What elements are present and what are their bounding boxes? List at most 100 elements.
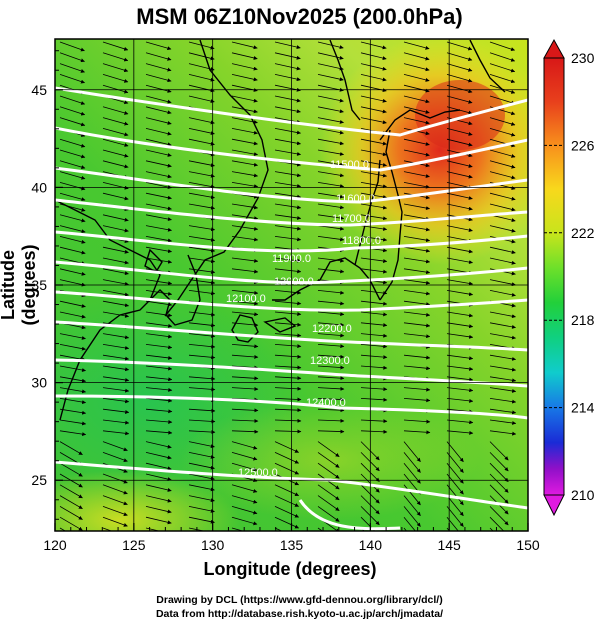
wind-arrow <box>274 203 302 210</box>
y-axis-label: Latitude (degrees) <box>0 244 39 326</box>
wind-arrow <box>360 300 388 306</box>
coast-sakhalin <box>329 39 361 121</box>
wind-arrow <box>145 52 172 61</box>
wind-arrow <box>102 279 129 286</box>
wind-arrow <box>231 495 258 504</box>
wind-arrow <box>317 322 345 327</box>
wind-arrow <box>360 74 387 82</box>
wind-arrow <box>59 430 87 437</box>
wind-arrow <box>59 419 87 426</box>
wind-arrow <box>59 344 86 351</box>
grid-lines <box>55 39 528 531</box>
wind-arrow <box>360 41 387 50</box>
colorbar-tick-label: 222 <box>571 225 595 241</box>
coast-kyushu <box>231 314 259 343</box>
wind-arrow <box>317 138 344 146</box>
wind-arrow <box>188 171 215 178</box>
wind-arrow <box>145 41 172 51</box>
wind-arrow <box>145 214 172 222</box>
colorbar-tick-label: 210 <box>571 487 595 503</box>
wind-arrow <box>360 214 388 221</box>
x-tick-label: 125 <box>122 537 146 553</box>
wind-arrow <box>145 95 172 104</box>
wind-arrow <box>403 365 431 371</box>
wind-arrow <box>231 365 259 370</box>
wind-arrow <box>102 473 128 484</box>
wind-arrow <box>489 322 516 329</box>
wind-arrow <box>403 225 431 232</box>
contour-label: 12000.0 <box>274 276 314 288</box>
colorbar-tick-label: 214 <box>571 400 595 416</box>
wind-arrow <box>188 182 215 189</box>
wind-arrow <box>446 484 464 506</box>
wind-arrow <box>188 279 216 285</box>
wind-arrow <box>102 365 130 372</box>
wind-arrow <box>317 354 345 359</box>
wind-arrow <box>145 246 172 254</box>
coast-korea <box>149 254 201 326</box>
wind-arrow <box>446 473 464 495</box>
wind-arrow <box>274 408 302 413</box>
wind-arrow <box>231 527 245 531</box>
wind-arrow <box>59 441 83 456</box>
wind-arrow <box>102 311 130 318</box>
wind-arrow <box>446 41 473 51</box>
wind-arrow <box>188 322 216 328</box>
wind-arrow <box>317 441 340 457</box>
wind-arrow <box>317 506 340 522</box>
wind-arrow <box>403 41 430 50</box>
wind-arrow <box>145 398 173 403</box>
wind-arrow <box>360 268 388 274</box>
wind-arrow <box>188 452 215 459</box>
wind-arrow <box>403 117 430 125</box>
wind-arrow <box>59 149 86 159</box>
wind-arrow <box>59 516 83 531</box>
wind-arrow <box>274 225 302 231</box>
colorbar-bottom-arrow <box>543 494 565 517</box>
wind-arrow <box>489 128 516 137</box>
wind-arrow <box>59 484 83 499</box>
wind-arrow <box>489 74 516 84</box>
wind-arrow <box>188 225 216 232</box>
wind-arrow <box>102 484 128 495</box>
colorbar-top-arrow <box>543 38 565 59</box>
wind-arrow <box>489 257 516 265</box>
wind-arrow <box>403 246 431 253</box>
wind-arrow <box>145 171 172 179</box>
wind-arrow <box>102 344 130 350</box>
y-tick-label: 30 <box>31 375 47 391</box>
wind-arrow <box>59 95 86 105</box>
wind-arrow <box>317 171 345 178</box>
wind-arrow <box>102 117 129 126</box>
wind-arrow <box>274 452 300 464</box>
wind-arrow <box>102 84 129 94</box>
wind-arrow <box>446 52 473 62</box>
wind-arrow <box>317 52 344 60</box>
wind-arrow <box>231 236 259 242</box>
wind-arrow <box>317 452 340 468</box>
y-tick-label: 45 <box>31 82 47 98</box>
wind-arrow <box>446 398 474 403</box>
wind-arrow <box>360 236 388 242</box>
wind-arrow <box>317 462 340 479</box>
wind-arrow <box>403 430 431 435</box>
wind-arrow <box>231 268 259 274</box>
wind-arrow <box>188 290 216 296</box>
wind-arrow <box>231 171 259 178</box>
wind-arrow <box>274 41 301 50</box>
wind-arrow <box>231 462 258 472</box>
wind-arrow <box>446 160 473 168</box>
wind-arrow <box>231 429 259 434</box>
wind-arrow <box>145 149 172 157</box>
wind-arrow <box>403 441 421 463</box>
wind-arrow <box>145 506 172 514</box>
wind-arrow <box>403 398 431 403</box>
wind-arrow <box>274 376 302 381</box>
wind-arrow <box>188 95 215 103</box>
wind-arrow <box>446 354 474 361</box>
contour-label: 11600.0 <box>336 193 375 205</box>
wind-arrow <box>446 192 473 200</box>
wind-arrow <box>274 74 301 82</box>
wind-arrow <box>231 441 258 450</box>
wind-arrow <box>317 106 344 114</box>
